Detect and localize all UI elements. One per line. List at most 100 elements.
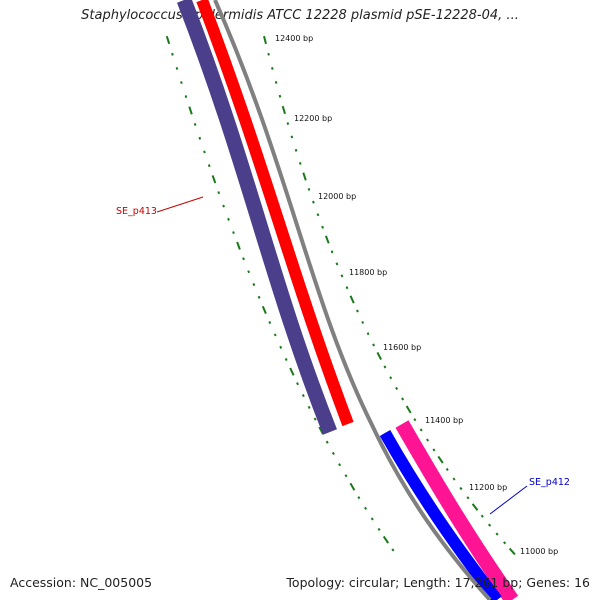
inner-tick-mark	[340, 274, 344, 278]
inner-tick-mark	[413, 418, 417, 422]
gene-label-se-p412[interactable]: SE_p412	[529, 477, 570, 488]
inner-tick-mark	[324, 235, 330, 244]
outer-tick-mark	[193, 122, 197, 126]
inner-tick-mark	[312, 200, 315, 204]
inner-tick-mark	[437, 455, 444, 464]
gene-arc-se-p413[interactable]	[196, 0, 354, 427]
outer-tick-mark	[331, 451, 335, 455]
inner-tick-mark	[267, 52, 270, 56]
inner-tick-mark	[503, 541, 507, 545]
outer-tick-mark	[252, 283, 256, 287]
inner-tick-mark	[263, 35, 267, 45]
inner-tick-mark	[459, 486, 463, 491]
inner-tick-mark	[335, 262, 339, 266]
outer-tick-mark	[184, 95, 188, 98]
inner-tick-mark	[298, 162, 302, 165]
outer-tick-mark	[203, 150, 206, 154]
inner-tick-mark	[376, 351, 382, 361]
inner-tick-mark	[452, 477, 456, 481]
outer-tick-mark	[227, 217, 230, 221]
inner-tick-mark	[345, 286, 349, 290]
leader-line-se-p412	[489, 485, 528, 515]
outer-tick-mark	[391, 548, 395, 552]
leader-line-se-p413	[156, 196, 204, 213]
tick-label-11800: 11800 bp	[349, 268, 387, 277]
inner-tick-mark	[401, 397, 405, 401]
plasmid-backbone	[213, 0, 492, 600]
outer-tick-mark	[344, 474, 348, 478]
outer-tick-mark	[284, 357, 288, 362]
inner-tick-mark	[274, 81, 278, 84]
tick-label-12200: 12200 bp	[294, 114, 332, 123]
outer-tick-mark	[279, 345, 283, 349]
inner-tick-mark	[286, 122, 290, 125]
inner-tick-mark	[395, 386, 399, 390]
topology-summary: Topology: circular; Length: 17,261 bp; G…	[286, 575, 590, 590]
accession-text: Accession: NC_005005	[10, 575, 153, 590]
outer-tick-mark	[247, 270, 251, 274]
inner-tick-mark	[349, 295, 355, 304]
outer-tick-mark	[307, 405, 311, 409]
outer-tick-mark	[268, 321, 272, 324]
outer-tick-mark	[382, 535, 390, 544]
inner-tick-mark	[294, 148, 298, 152]
inner-tick-mark	[471, 503, 479, 511]
inner-tick-mark	[366, 332, 370, 336]
outer-tick-mark	[325, 440, 329, 444]
outer-tick-mark	[236, 241, 241, 250]
tick-label-12400: 12400 bp	[275, 34, 313, 43]
inner-tick-mark	[302, 172, 307, 181]
inner-tick-mark	[432, 448, 436, 452]
inner-tick-mark	[321, 225, 324, 229]
outer-tick-mark	[257, 295, 261, 299]
outer-tick-mark	[198, 136, 202, 140]
inner-tick-mark	[445, 467, 449, 471]
tick-label-11000: 11000 bp	[520, 547, 558, 556]
inner-tick-mark	[488, 523, 492, 527]
inner-tick-mark	[389, 376, 393, 380]
outer-tick-mark	[211, 175, 217, 184]
outer-tick-mark	[207, 164, 211, 168]
outer-tick-mark	[289, 367, 295, 376]
outer-tick-mark	[364, 506, 368, 510]
outer-tick-mark	[338, 463, 342, 467]
inner-tick-mark	[495, 532, 499, 536]
inner-tick-mark	[419, 428, 423, 432]
inner-tick-mark	[405, 405, 412, 414]
gene-outline-se-p412[interactable]	[395, 420, 519, 600]
outer-tick-mark	[222, 204, 225, 208]
outer-tick-mark	[296, 382, 299, 386]
outer-tick-mark	[370, 517, 374, 521]
outer-tick-mark	[171, 52, 174, 56]
inner-tick-mark	[426, 438, 430, 442]
inner-tick-mark	[290, 135, 294, 139]
inner-tick-mark	[278, 94, 282, 98]
tick-label-11600: 11600 bp	[383, 343, 421, 352]
outer-tick-mark	[313, 417, 317, 421]
inner-tick-track	[263, 35, 516, 556]
inner-tick-mark	[316, 213, 320, 217]
inner-tick-mark	[361, 320, 365, 324]
outer-tick-mark	[242, 257, 245, 261]
outer-tick-track	[165, 35, 395, 552]
tick-label-11200: 11200 bp	[469, 483, 507, 492]
outer-tick-mark	[261, 305, 267, 314]
outer-tick-mark	[165, 35, 171, 45]
tick-label-12000: 12000 bp	[318, 192, 356, 201]
inner-tick-mark	[307, 187, 311, 191]
outer-tick-mark	[301, 394, 305, 398]
inner-tick-mark	[466, 496, 470, 500]
outer-tick-mark	[180, 81, 183, 85]
outer-tick-mark	[217, 191, 221, 195]
outer-tick-mark	[188, 106, 193, 115]
inner-tick-mark	[383, 365, 387, 369]
gene-outline-se-p413[interactable]	[177, 0, 337, 435]
gene-label-se-p413[interactable]: SE_p413	[116, 206, 157, 217]
outer-tick-mark	[357, 496, 361, 500]
outer-tick-mark	[349, 482, 356, 491]
outer-tick-mark	[175, 67, 179, 70]
inner-tick-mark	[281, 105, 286, 115]
inner-tick-mark	[372, 343, 376, 347]
gene-arc-se-p412[interactable]	[379, 430, 502, 600]
